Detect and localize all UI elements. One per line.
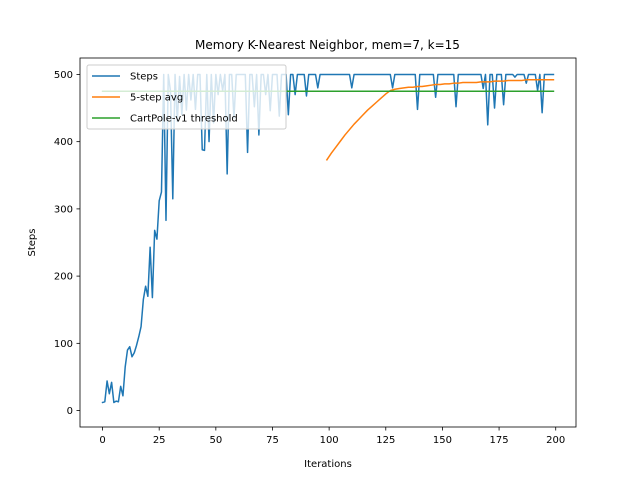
y-tick-label: 100 <box>54 339 73 350</box>
legend-entry-steps: Steps <box>92 72 158 83</box>
axes-frame <box>79 57 577 428</box>
x-tick-label: 150 <box>433 435 452 446</box>
legend-label: 5-step avg <box>130 93 183 104</box>
x-axis-label: Iterations <box>304 459 352 470</box>
x-tick-label: 200 <box>546 435 565 446</box>
chart-title: Memory K-Nearest Neighbor, mem=7, k=15 <box>195 38 460 52</box>
legend-entry-5-step-avg: 5-step avg <box>92 93 183 104</box>
series-line-5-step-avg <box>325 79 555 161</box>
legend-box <box>86 64 287 130</box>
y-tick-label: 300 <box>54 204 73 215</box>
axes-ticks: 0 25 50 75 100 125 150 175 200 0 100 200 300 400 500 <box>54 70 565 446</box>
x-tick-label: 0 <box>99 435 105 446</box>
legend: Steps 5-step avg CartPole-v1 threshold <box>86 64 287 130</box>
legend-entry-cartpole-v1-threshold: CartPole-v1 threshold <box>92 114 238 125</box>
y-tick-label: 500 <box>54 70 73 81</box>
x-tick-label: 100 <box>320 435 339 446</box>
x-tick-label: 50 <box>209 435 222 446</box>
y-axis-label: Steps <box>27 229 38 257</box>
x-tick-label: 125 <box>376 435 395 446</box>
legend-label: Steps <box>130 72 158 83</box>
y-tick-label: 200 <box>54 272 73 283</box>
x-tick-label: 175 <box>490 435 509 446</box>
y-tick-label: 400 <box>54 137 73 148</box>
legend-label: CartPole-v1 threshold <box>130 114 238 125</box>
x-tick-label: 25 <box>153 435 166 446</box>
x-tick-label: 75 <box>266 435 279 446</box>
y-tick-label: 0 <box>67 406 73 417</box>
